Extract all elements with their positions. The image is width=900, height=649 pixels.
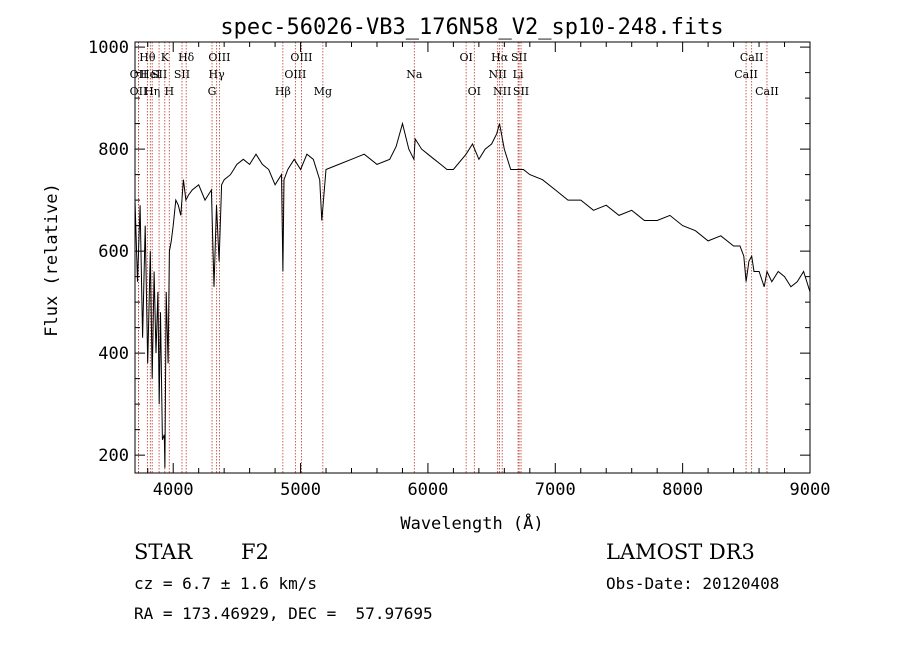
x-tick-label: 8000: [662, 480, 703, 500]
spectral-class: STAR: [134, 540, 193, 564]
survey-label: LAMOST DR3: [606, 540, 755, 564]
line-label-hγ: Hγ: [209, 68, 226, 81]
line-label-oi: OI: [468, 85, 481, 98]
line-label-sii: SII: [174, 68, 190, 81]
line-label-hei: HeI: [140, 68, 160, 81]
observation-date: Obs-Date: 20120408: [606, 574, 780, 593]
line-label-sii: SII: [511, 51, 527, 64]
line-label-oii: OII: [130, 85, 148, 98]
x-axis-label: Wavelength (Å): [400, 512, 543, 534]
line-label-nii: NII: [489, 68, 507, 81]
y-tick-label: 400: [98, 344, 129, 364]
line-label-mg: Mg: [314, 85, 332, 98]
x-tick-label: 9000: [790, 480, 831, 500]
plot-frame: [134, 41, 811, 474]
chart-title: spec-56026-VB3_176N58_V2_sp10-248.fits: [220, 15, 723, 40]
line-label-g: G: [208, 85, 217, 98]
coordinates: RA = 173.46929, DEC = 57.97695: [134, 604, 433, 623]
line-label-caii: CaII: [734, 68, 758, 81]
line-label-h: H: [164, 85, 174, 98]
x-tick-label: 7000: [535, 480, 576, 500]
line-label-oiii: OIII: [290, 51, 312, 64]
line-label-oiii: OIII: [284, 68, 306, 81]
line-label-oiii: OIII: [208, 51, 230, 64]
x-tick-label: 6000: [407, 480, 448, 500]
line-label-hβ: Hβ: [275, 85, 291, 98]
y-tick-label: 1000: [88, 38, 129, 58]
y-tick-label: 600: [98, 242, 129, 262]
line-label-hθ: Hθ: [139, 51, 156, 64]
line-label-caii: CaII: [755, 85, 779, 98]
line-label-li: Li: [513, 68, 524, 81]
spectral-subclass: F2: [241, 540, 269, 564]
redshift-value: cz = 6.7 ± 1.6 km/s: [134, 574, 318, 593]
line-label-caii: CaII: [740, 51, 764, 64]
x-tick-label: 5000: [280, 480, 321, 500]
y-tick-label: 800: [98, 140, 129, 160]
line-label-na: Na: [406, 68, 423, 81]
line-label-oi: OI: [459, 51, 472, 64]
line-label-k: K: [161, 51, 170, 64]
y-tick-label: 200: [98, 446, 129, 466]
line-label-hα: Hα: [491, 51, 509, 64]
line-label-hη: Hη: [144, 85, 160, 98]
line-label-nii: NII: [493, 85, 511, 98]
x-tick-label: 4000: [153, 480, 194, 500]
spectrum-line: [134, 121, 811, 468]
line-label-sii: SII: [513, 85, 529, 98]
line-label-oii: OII: [130, 68, 148, 81]
line-label-hδ: Hδ: [178, 51, 195, 64]
y-axis-label: Flux (relative): [42, 183, 62, 337]
line-label-sii: SII: [151, 68, 167, 81]
